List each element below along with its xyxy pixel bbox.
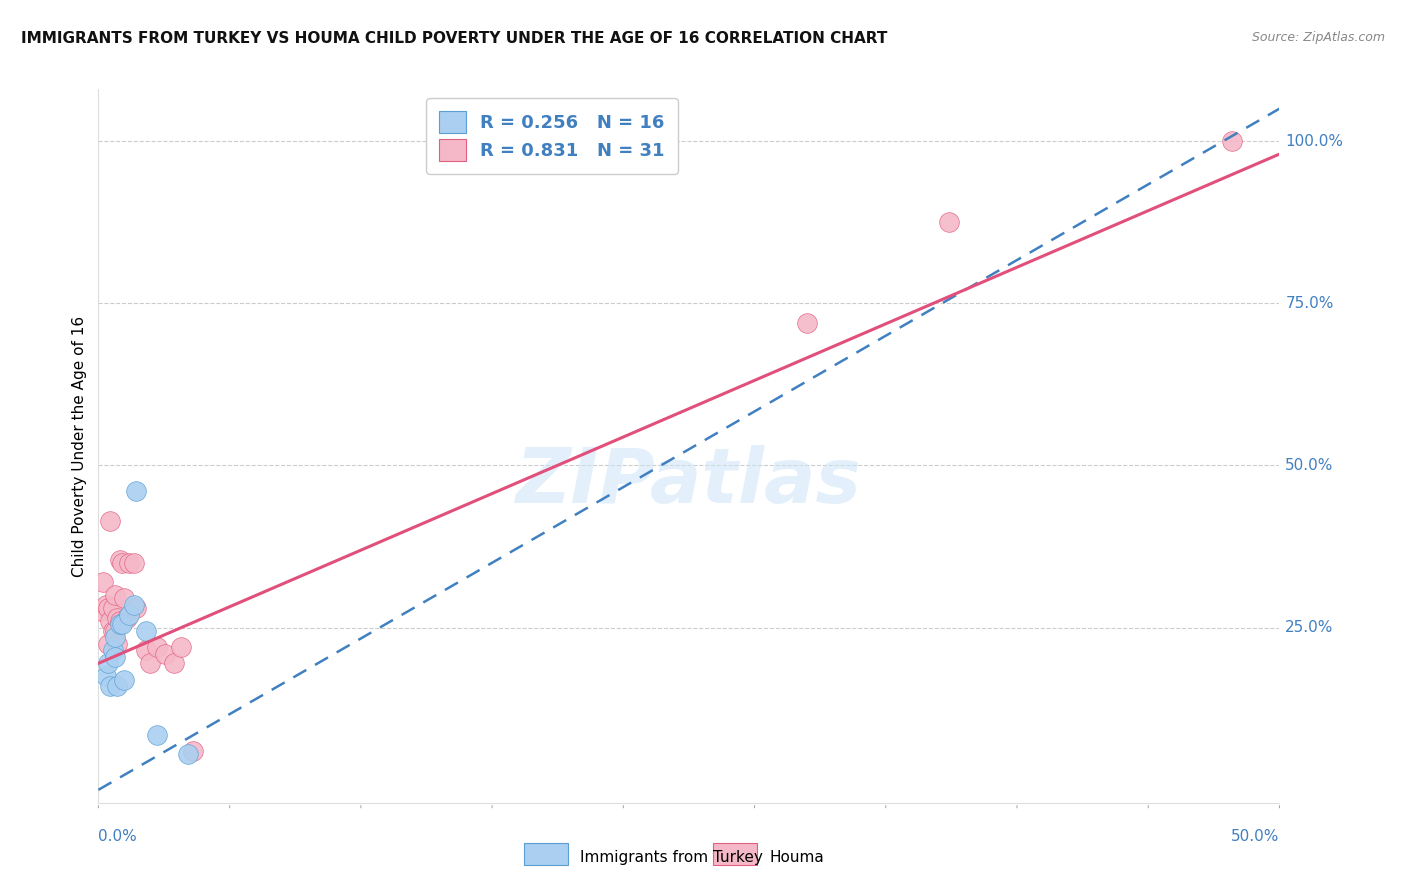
Point xyxy=(108,614,131,628)
Point xyxy=(118,607,141,622)
Point xyxy=(94,669,117,683)
Point xyxy=(938,215,960,229)
FancyBboxPatch shape xyxy=(523,844,568,865)
Point xyxy=(104,624,127,638)
Point xyxy=(105,637,128,651)
Point xyxy=(97,657,120,671)
Point xyxy=(104,649,127,664)
Point xyxy=(115,611,138,625)
Point xyxy=(98,514,121,528)
Text: 0.0%: 0.0% xyxy=(98,829,138,844)
Point xyxy=(97,637,120,651)
Point xyxy=(146,640,169,654)
Point xyxy=(111,556,134,570)
Point xyxy=(111,617,134,632)
Point xyxy=(112,673,135,687)
Point xyxy=(108,552,131,566)
Point xyxy=(135,624,157,638)
Text: Source: ZipAtlas.com: Source: ZipAtlas.com xyxy=(1251,31,1385,45)
Point xyxy=(108,617,131,632)
Point xyxy=(101,624,124,638)
Point xyxy=(104,631,127,645)
Point xyxy=(139,657,162,671)
Point xyxy=(97,601,120,615)
Text: 100.0%: 100.0% xyxy=(1285,134,1343,149)
Text: 50.0%: 50.0% xyxy=(1285,458,1334,473)
Point xyxy=(125,484,148,499)
FancyBboxPatch shape xyxy=(713,844,758,865)
Point xyxy=(94,598,117,612)
Point xyxy=(177,747,200,761)
Point xyxy=(135,643,157,657)
Point xyxy=(163,657,186,671)
Point xyxy=(181,744,204,758)
Text: ZIPatlas: ZIPatlas xyxy=(516,445,862,518)
Text: IMMIGRANTS FROM TURKEY VS HOUMA CHILD POVERTY UNDER THE AGE OF 16 CORRELATION CH: IMMIGRANTS FROM TURKEY VS HOUMA CHILD PO… xyxy=(21,31,887,46)
Point xyxy=(101,643,124,657)
Point xyxy=(98,679,121,693)
Point xyxy=(105,679,128,693)
Point xyxy=(112,591,135,606)
Legend: R = 0.256   N = 16, R = 0.831   N = 31: R = 0.256 N = 16, R = 0.831 N = 31 xyxy=(426,98,678,174)
Point xyxy=(104,588,127,602)
Point xyxy=(153,647,176,661)
Point xyxy=(125,601,148,615)
Point xyxy=(101,601,124,615)
Point xyxy=(146,728,169,742)
Text: 50.0%: 50.0% xyxy=(1232,829,1279,844)
Point xyxy=(98,614,121,628)
Point xyxy=(796,316,818,330)
Text: 75.0%: 75.0% xyxy=(1285,296,1334,310)
Y-axis label: Child Poverty Under the Age of 16: Child Poverty Under the Age of 16 xyxy=(72,316,87,576)
Point xyxy=(1220,134,1243,148)
Point xyxy=(170,640,193,654)
Point xyxy=(91,575,114,590)
Text: 25.0%: 25.0% xyxy=(1285,620,1334,635)
Point xyxy=(122,598,145,612)
Text: Immigrants from Turkey: Immigrants from Turkey xyxy=(581,850,763,865)
Point xyxy=(122,556,145,570)
Point xyxy=(105,611,128,625)
Point xyxy=(118,556,141,570)
Text: Houma: Houma xyxy=(769,850,824,865)
Point xyxy=(90,604,112,618)
